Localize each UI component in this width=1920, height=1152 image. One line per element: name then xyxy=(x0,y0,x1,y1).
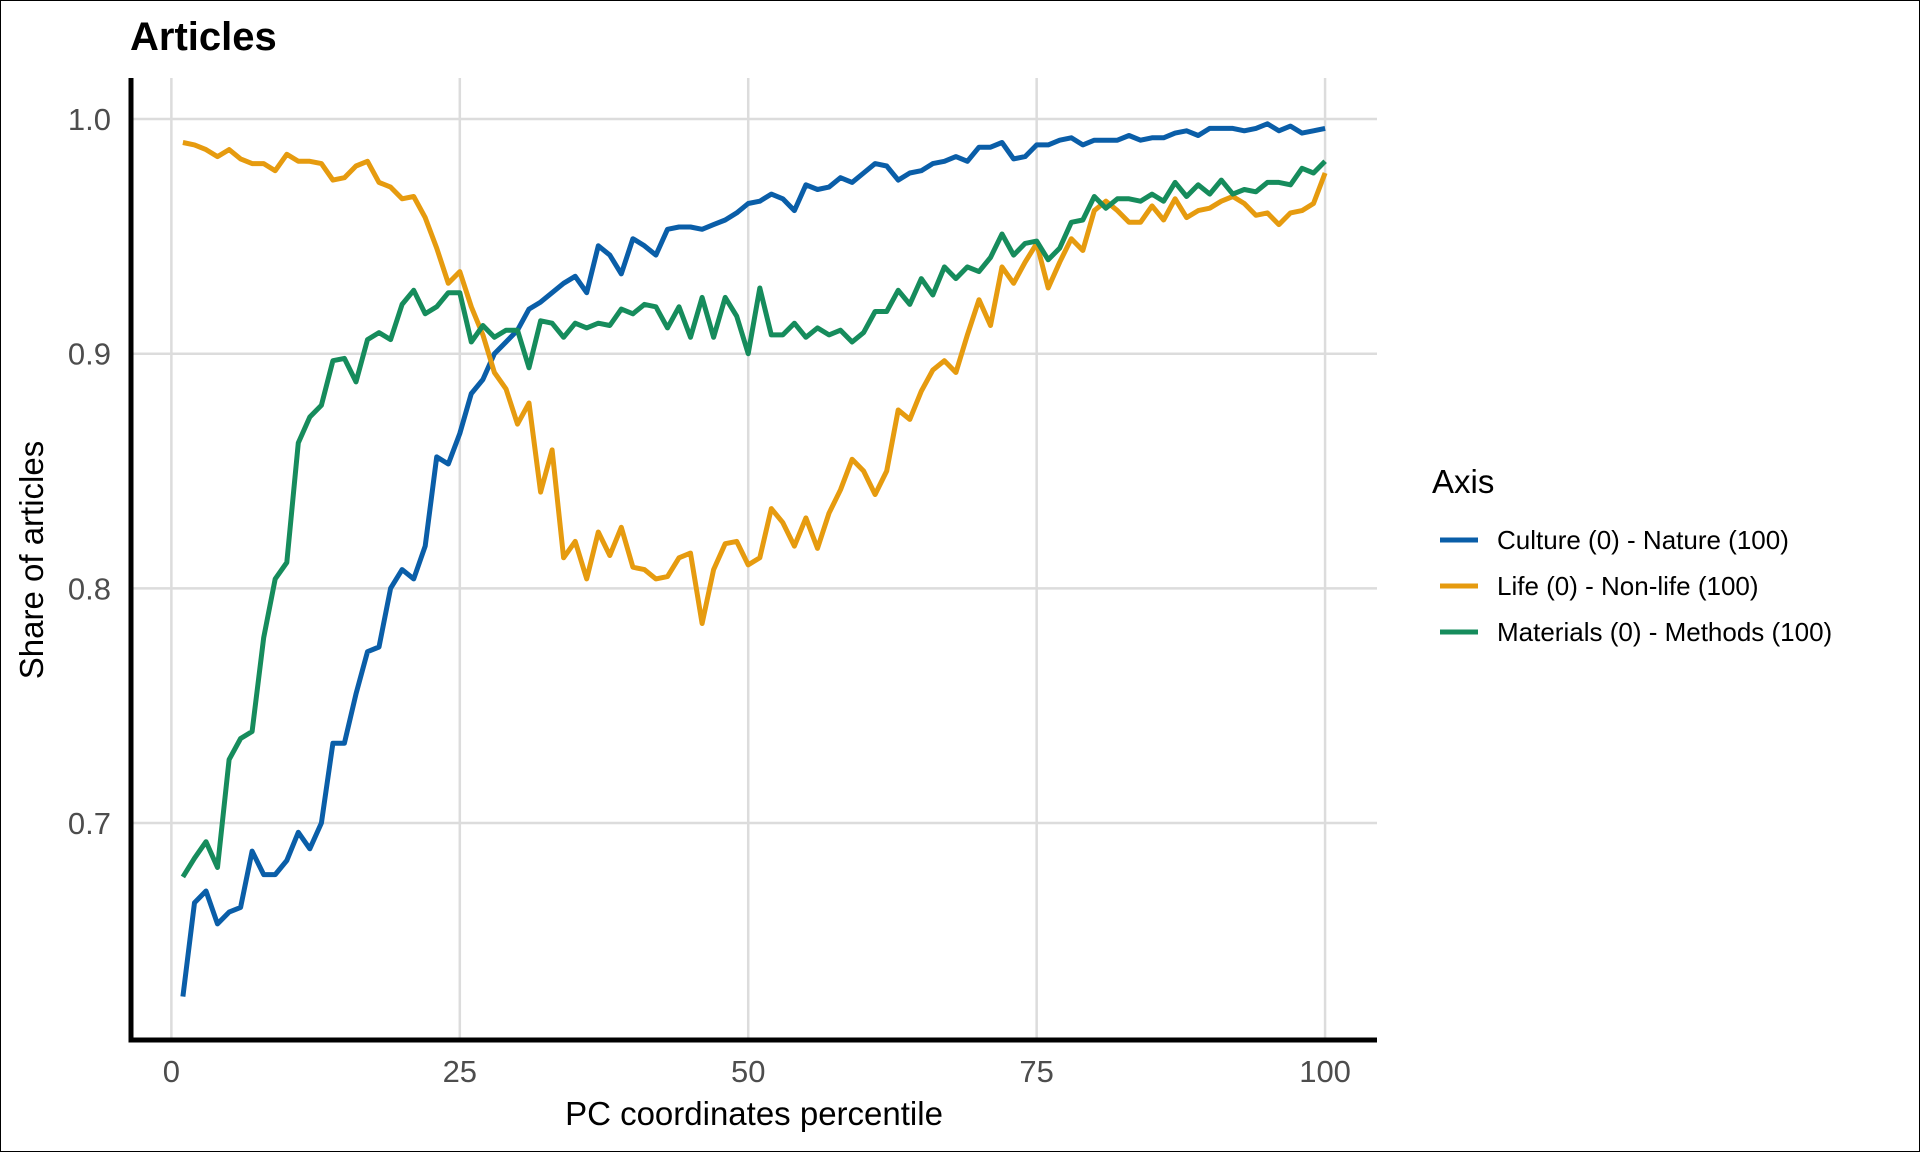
legend-title: Axis xyxy=(1432,463,1494,500)
legend-label-3: Materials (0) - Methods (100) xyxy=(1497,617,1832,647)
y-tick-label: 0.7 xyxy=(68,806,111,841)
legend-label-1: Culture (0) - Nature (100) xyxy=(1497,525,1789,555)
series-line-2 xyxy=(182,140,1328,626)
y-tick-label: 0.8 xyxy=(68,571,111,606)
tick-labels: 0 25 50 75 100 0.7 0.8 0.9 1.0 xyxy=(68,102,1351,1089)
series-lines xyxy=(180,121,1328,997)
x-tick-label: 25 xyxy=(443,1054,477,1089)
series-line-3 xyxy=(180,159,1327,879)
x-tick-label: 0 xyxy=(163,1054,180,1089)
legend-label-2: Life (0) - Non-life (100) xyxy=(1497,571,1759,601)
legend-items: Culture (0) - Nature (100) Life (0) - Non… xyxy=(1440,525,1832,647)
x-tick-label: 100 xyxy=(1299,1054,1351,1089)
legend: Axis Culture (0) - Nature (100) Life (0) … xyxy=(1432,463,1832,647)
x-tick-label: 50 xyxy=(731,1054,765,1089)
y-axis-title: Share of articles xyxy=(13,441,50,679)
y-tick-label: 0.9 xyxy=(68,337,111,372)
y-tick-label: 1.0 xyxy=(68,102,111,137)
x-tick-label: 75 xyxy=(1019,1054,1053,1089)
axes xyxy=(128,78,1377,1043)
grid-lines xyxy=(131,78,1377,1040)
x-axis-title: PC coordinates percentile xyxy=(565,1095,943,1132)
chart-title: Articles xyxy=(130,15,277,59)
series-line-1 xyxy=(180,121,1326,997)
